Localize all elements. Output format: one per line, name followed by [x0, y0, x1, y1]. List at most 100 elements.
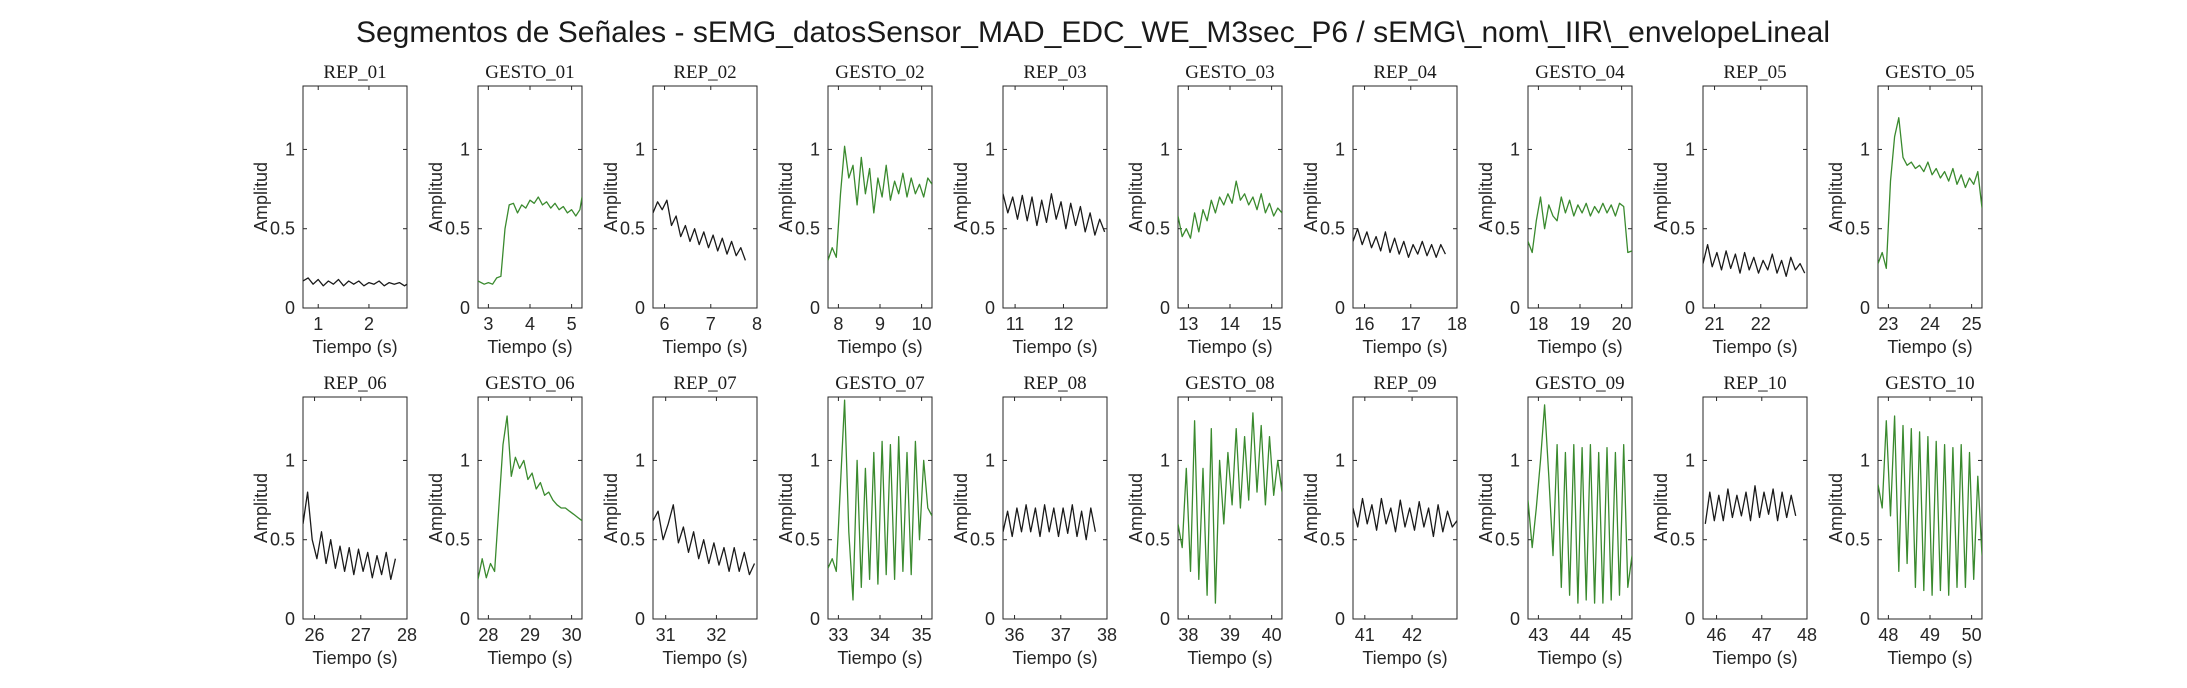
y-tick-label: 1 [1160, 139, 1170, 159]
y-tick-label: 0 [635, 298, 645, 318]
y-tick-label: 0 [810, 609, 820, 629]
y-axis-label: Amplitud [776, 473, 796, 543]
subplot: GESTO_06 0 0.5 1 28 29 30 Tiempo (s) Amplitud [426, 373, 583, 668]
x-axis-label: Tiempo (s) [1362, 648, 1447, 668]
subplot: GESTO_05 0 0.5 1 23 24 25 Tiempo (s) Amplitud [1826, 62, 1983, 357]
y-tick-label: 0 [635, 609, 645, 629]
subplot-title: GESTO_05 [1885, 62, 1974, 83]
x-tick-label: 42 [1402, 625, 1422, 645]
subplot: GESTO_09 0 0.5 1 43 44 45 Tiempo (s) Amplitud [1476, 373, 1633, 668]
x-tick-label: 11 [1006, 314, 1025, 334]
x-tick-label: 19 [1570, 314, 1590, 334]
x-tick-label: 12 [1053, 314, 1073, 334]
x-tick-label: 13 [1178, 314, 1198, 334]
x-tick-label: 45 [1612, 625, 1632, 645]
subplot-title: GESTO_04 [1535, 62, 1625, 83]
x-tick-label: 24 [1920, 314, 1940, 334]
rep-signal-line [1704, 485, 1797, 524]
y-axis-label: Amplitud [1651, 473, 1671, 543]
y-axis-label: Amplitud [601, 162, 621, 232]
x-tick-label: 28 [397, 625, 417, 645]
x-tick-label: 25 [1962, 314, 1982, 334]
y-axis-label: Amplitud [1826, 473, 1846, 543]
x-tick-label: 38 [1178, 625, 1198, 645]
x-tick-label: 43 [1528, 625, 1548, 645]
y-tick-label: 0.5 [1670, 219, 1695, 239]
y-tick-label: 0.5 [970, 530, 995, 550]
y-axis-label: Amplitud [1126, 473, 1146, 543]
x-axis-label: Tiempo (s) [1187, 337, 1272, 357]
x-tick-label: 29 [520, 625, 540, 645]
axes-frame [1877, 85, 1983, 309]
y-tick-label: 0 [1510, 298, 1520, 318]
rep-signal-line [1353, 497, 1457, 538]
x-tick-label: 27 [351, 625, 371, 645]
subplot-title: REP_05 [1723, 62, 1786, 83]
y-tick-label: 1 [985, 139, 995, 159]
y-tick-label: 1 [1335, 139, 1345, 159]
subplot: REP_09 0 0.5 1 41 42 Tiempo (s) Amplitud [1301, 373, 1458, 668]
x-axis-label: Tiempo (s) [312, 337, 397, 357]
x-tick-label: 47 [1752, 625, 1772, 645]
y-tick-label: 1 [810, 139, 820, 159]
subplot-title: GESTO_09 [1535, 373, 1624, 394]
x-axis-label: Tiempo (s) [1362, 337, 1447, 357]
y-tick-label: 0.5 [1495, 219, 1520, 239]
figure-title: Segmentos de Señales - sEMG_datosSensor_… [356, 16, 1830, 49]
x-tick-label: 4 [525, 314, 535, 334]
subplot-title: GESTO_10 [1885, 373, 1974, 394]
x-tick-label: 21 [1705, 314, 1725, 334]
x-axis-label: Tiempo (s) [487, 648, 572, 668]
x-tick-label: 31 [656, 625, 676, 645]
y-tick-label: 0.5 [1845, 530, 1870, 550]
y-tick-label: 0.5 [795, 530, 820, 550]
x-tick-label: 48 [1797, 625, 1817, 645]
subplot: REP_01 0 0.5 1 1 2 Tiempo (s) Amplitud [251, 62, 408, 357]
y-tick-label: 0.5 [1145, 530, 1170, 550]
subplot-title: REP_10 [1723, 373, 1786, 394]
x-tick-label: 36 [1005, 625, 1025, 645]
y-tick-label: 1 [285, 450, 295, 470]
y-axis-label: Amplitud [1126, 162, 1146, 232]
subplot: GESTO_03 0 0.5 1 13 14 15 Tiempo (s) Amplitud [1126, 62, 1283, 357]
x-axis-label: Tiempo (s) [1887, 337, 1972, 357]
y-tick-label: 0.5 [270, 530, 295, 550]
y-tick-label: 0.5 [1320, 530, 1345, 550]
y-tick-label: 1 [460, 139, 470, 159]
y-tick-label: 1 [460, 450, 470, 470]
y-axis-label: Amplitud [251, 473, 271, 543]
y-tick-label: 0.5 [1495, 530, 1520, 550]
subplot-title: REP_08 [1023, 373, 1086, 394]
rep-signal-line [1003, 504, 1097, 541]
gesto-signal-line [1878, 117, 1982, 270]
y-tick-label: 0 [460, 298, 470, 318]
x-tick-label: 3 [483, 314, 493, 334]
y-tick-label: 0 [1160, 298, 1170, 318]
rep-signal-line [303, 491, 397, 581]
y-axis-label: Amplitud [1826, 162, 1846, 232]
subplot-title: GESTO_07 [835, 373, 924, 394]
x-tick-label: 32 [706, 625, 726, 645]
y-tick-label: 0 [1510, 609, 1520, 629]
y-tick-label: 1 [1160, 450, 1170, 470]
y-tick-label: 1 [1685, 139, 1695, 159]
y-axis-label: Amplitud [776, 162, 796, 232]
y-axis-label: Amplitud [251, 162, 271, 232]
x-tick-label: 38 [1097, 625, 1117, 645]
x-axis-label: Tiempo (s) [1537, 337, 1622, 357]
x-tick-label: 23 [1878, 314, 1898, 334]
y-tick-label: 0 [1160, 609, 1170, 629]
x-tick-label: 10 [912, 314, 932, 334]
x-axis-label: Tiempo (s) [1012, 337, 1097, 357]
axes-frame [652, 396, 758, 620]
x-tick-label: 18 [1528, 314, 1548, 334]
x-axis-label: Tiempo (s) [1012, 648, 1097, 668]
y-axis-label: Amplitud [1476, 162, 1496, 232]
axes-frame [302, 396, 408, 620]
y-tick-label: 0.5 [445, 219, 470, 239]
